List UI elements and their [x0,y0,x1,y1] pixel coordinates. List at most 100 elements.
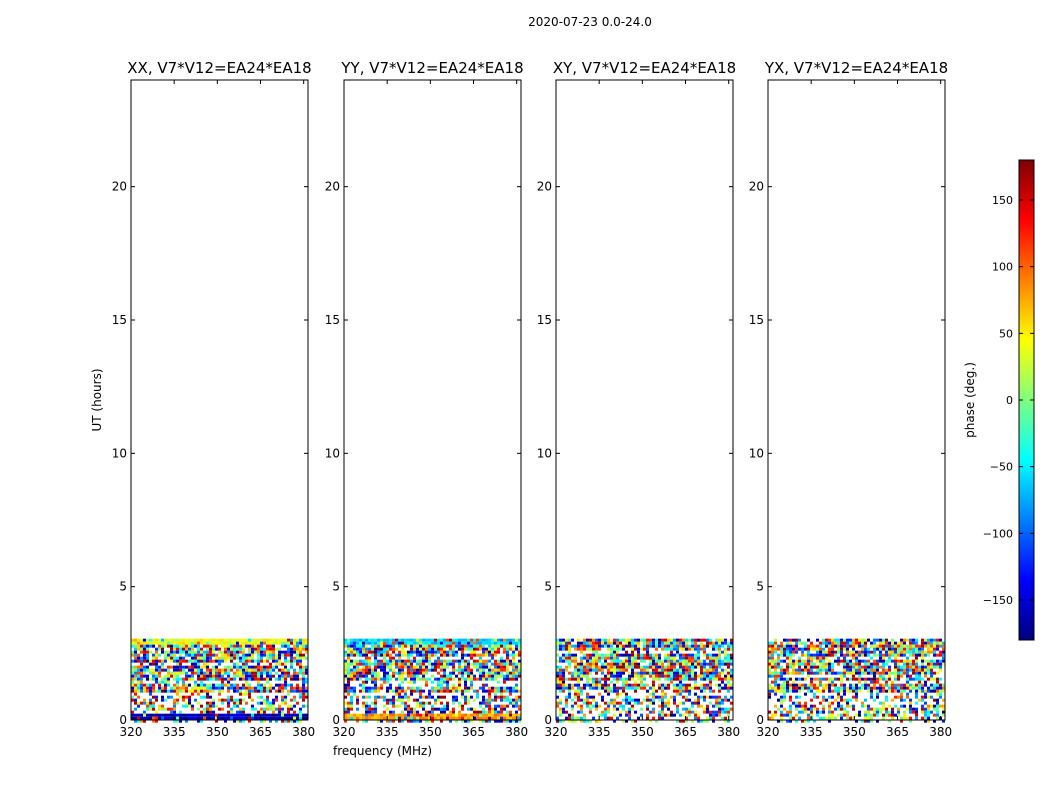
heatmap-cell [667,698,670,702]
heatmap-cell [939,692,942,696]
heatmap-cell [218,647,221,651]
heatmap-cell [616,659,619,663]
heatmap-cell [233,683,236,687]
heatmap-cell [302,647,305,651]
heatmap-cell [173,686,176,690]
heatmap-cell [706,707,709,711]
heatmap-cell [293,638,296,642]
heatmap-cell [610,659,613,663]
heatmap-cell [185,713,188,717]
heatmap-cell [616,653,619,657]
heatmap-cell [592,644,595,648]
heatmap-cell [254,716,257,720]
heatmap-cell [703,665,706,669]
heatmap-cell [562,710,565,714]
heatmap-cell [664,653,667,657]
heatmap-cell [239,710,242,714]
heatmap-cell [616,680,619,684]
heatmap-cell [912,668,915,672]
heatmap-cell [488,671,491,675]
heatmap-cell [455,716,458,720]
heatmap-cell [673,641,676,645]
heatmap-cell [437,677,440,681]
heatmap-cell [167,674,170,678]
heatmap-cell [565,704,568,708]
heatmap-cell [906,647,909,651]
heatmap-cell [242,686,245,690]
heatmap-cell [485,704,488,708]
heatmap-cell [942,644,945,648]
heatmap-cell [942,698,945,702]
heatmap-cell [661,668,664,672]
heatmap-cell [697,662,700,666]
heatmap-cell [556,677,559,681]
heatmap-cell [631,641,634,645]
heatmap-cell [774,710,777,714]
heatmap-cell [625,650,628,654]
heatmap-cell [885,680,888,684]
heatmap-cell [491,716,494,720]
heatmap-cell [697,701,700,705]
heatmap-cell [197,668,200,672]
heatmap-cell [774,644,777,648]
heatmap-cell [652,665,655,669]
heatmap-cell [909,659,912,663]
heatmap-cell [179,638,182,642]
heatmap-cell [272,641,275,645]
heatmap-cell [290,686,293,690]
heatmap-cell [942,719,945,723]
heatmap-cell [637,650,640,654]
heatmap-cell [155,674,158,678]
heatmap-cell [652,695,655,699]
heatmap-cell [293,641,296,645]
heatmap-cell [918,644,921,648]
heatmap-cell [278,704,281,708]
heatmap-cell [858,680,861,684]
heatmap-cell [281,641,284,645]
heatmap-cell [682,665,685,669]
heatmap-cell [497,710,500,714]
heatmap-cell [296,719,299,723]
heatmap-cell [586,680,589,684]
heatmap-cell [613,683,616,687]
heatmap-cell [777,719,780,723]
heatmap-cell [918,650,921,654]
heatmap-cell [299,692,302,696]
heatmap-cell [849,659,852,663]
heatmap-cell [446,677,449,681]
heatmap-cell [616,641,619,645]
heatmap-cell [804,677,807,681]
heatmap-cell [164,680,167,684]
heatmap-cell [676,689,679,693]
heatmap-cell [652,710,655,714]
heatmap-cell [700,644,703,648]
heatmap-cell [257,638,260,642]
heatmap-cell [664,713,667,717]
heatmap-cell [646,683,649,687]
heatmap-cell [631,644,634,648]
heatmap-cell [703,662,706,666]
heatmap-cell [697,650,700,654]
heatmap-cell [299,671,302,675]
heatmap-cell [443,638,446,642]
heatmap-cell [374,656,377,660]
heatmap-cell [473,641,476,645]
heatmap-cell [855,638,858,642]
heatmap-cell [822,653,825,657]
heatmap-cell [389,647,392,651]
heatmap-cell [556,647,559,651]
heatmap-cell [458,665,461,669]
heatmap-cell [774,665,777,669]
heatmap-cell [807,671,810,675]
heatmap-cell [212,686,215,690]
heatmap-cell [161,668,164,672]
heatmap-cell [353,653,356,657]
heatmap-cell [218,674,221,678]
heatmap-cell [449,659,452,663]
heatmap-cell [694,713,697,717]
heatmap-cell [601,686,604,690]
heatmap-cell [667,704,670,708]
heatmap-cell [822,710,825,714]
heatmap-cell [568,692,571,696]
heatmap-cell [921,704,924,708]
